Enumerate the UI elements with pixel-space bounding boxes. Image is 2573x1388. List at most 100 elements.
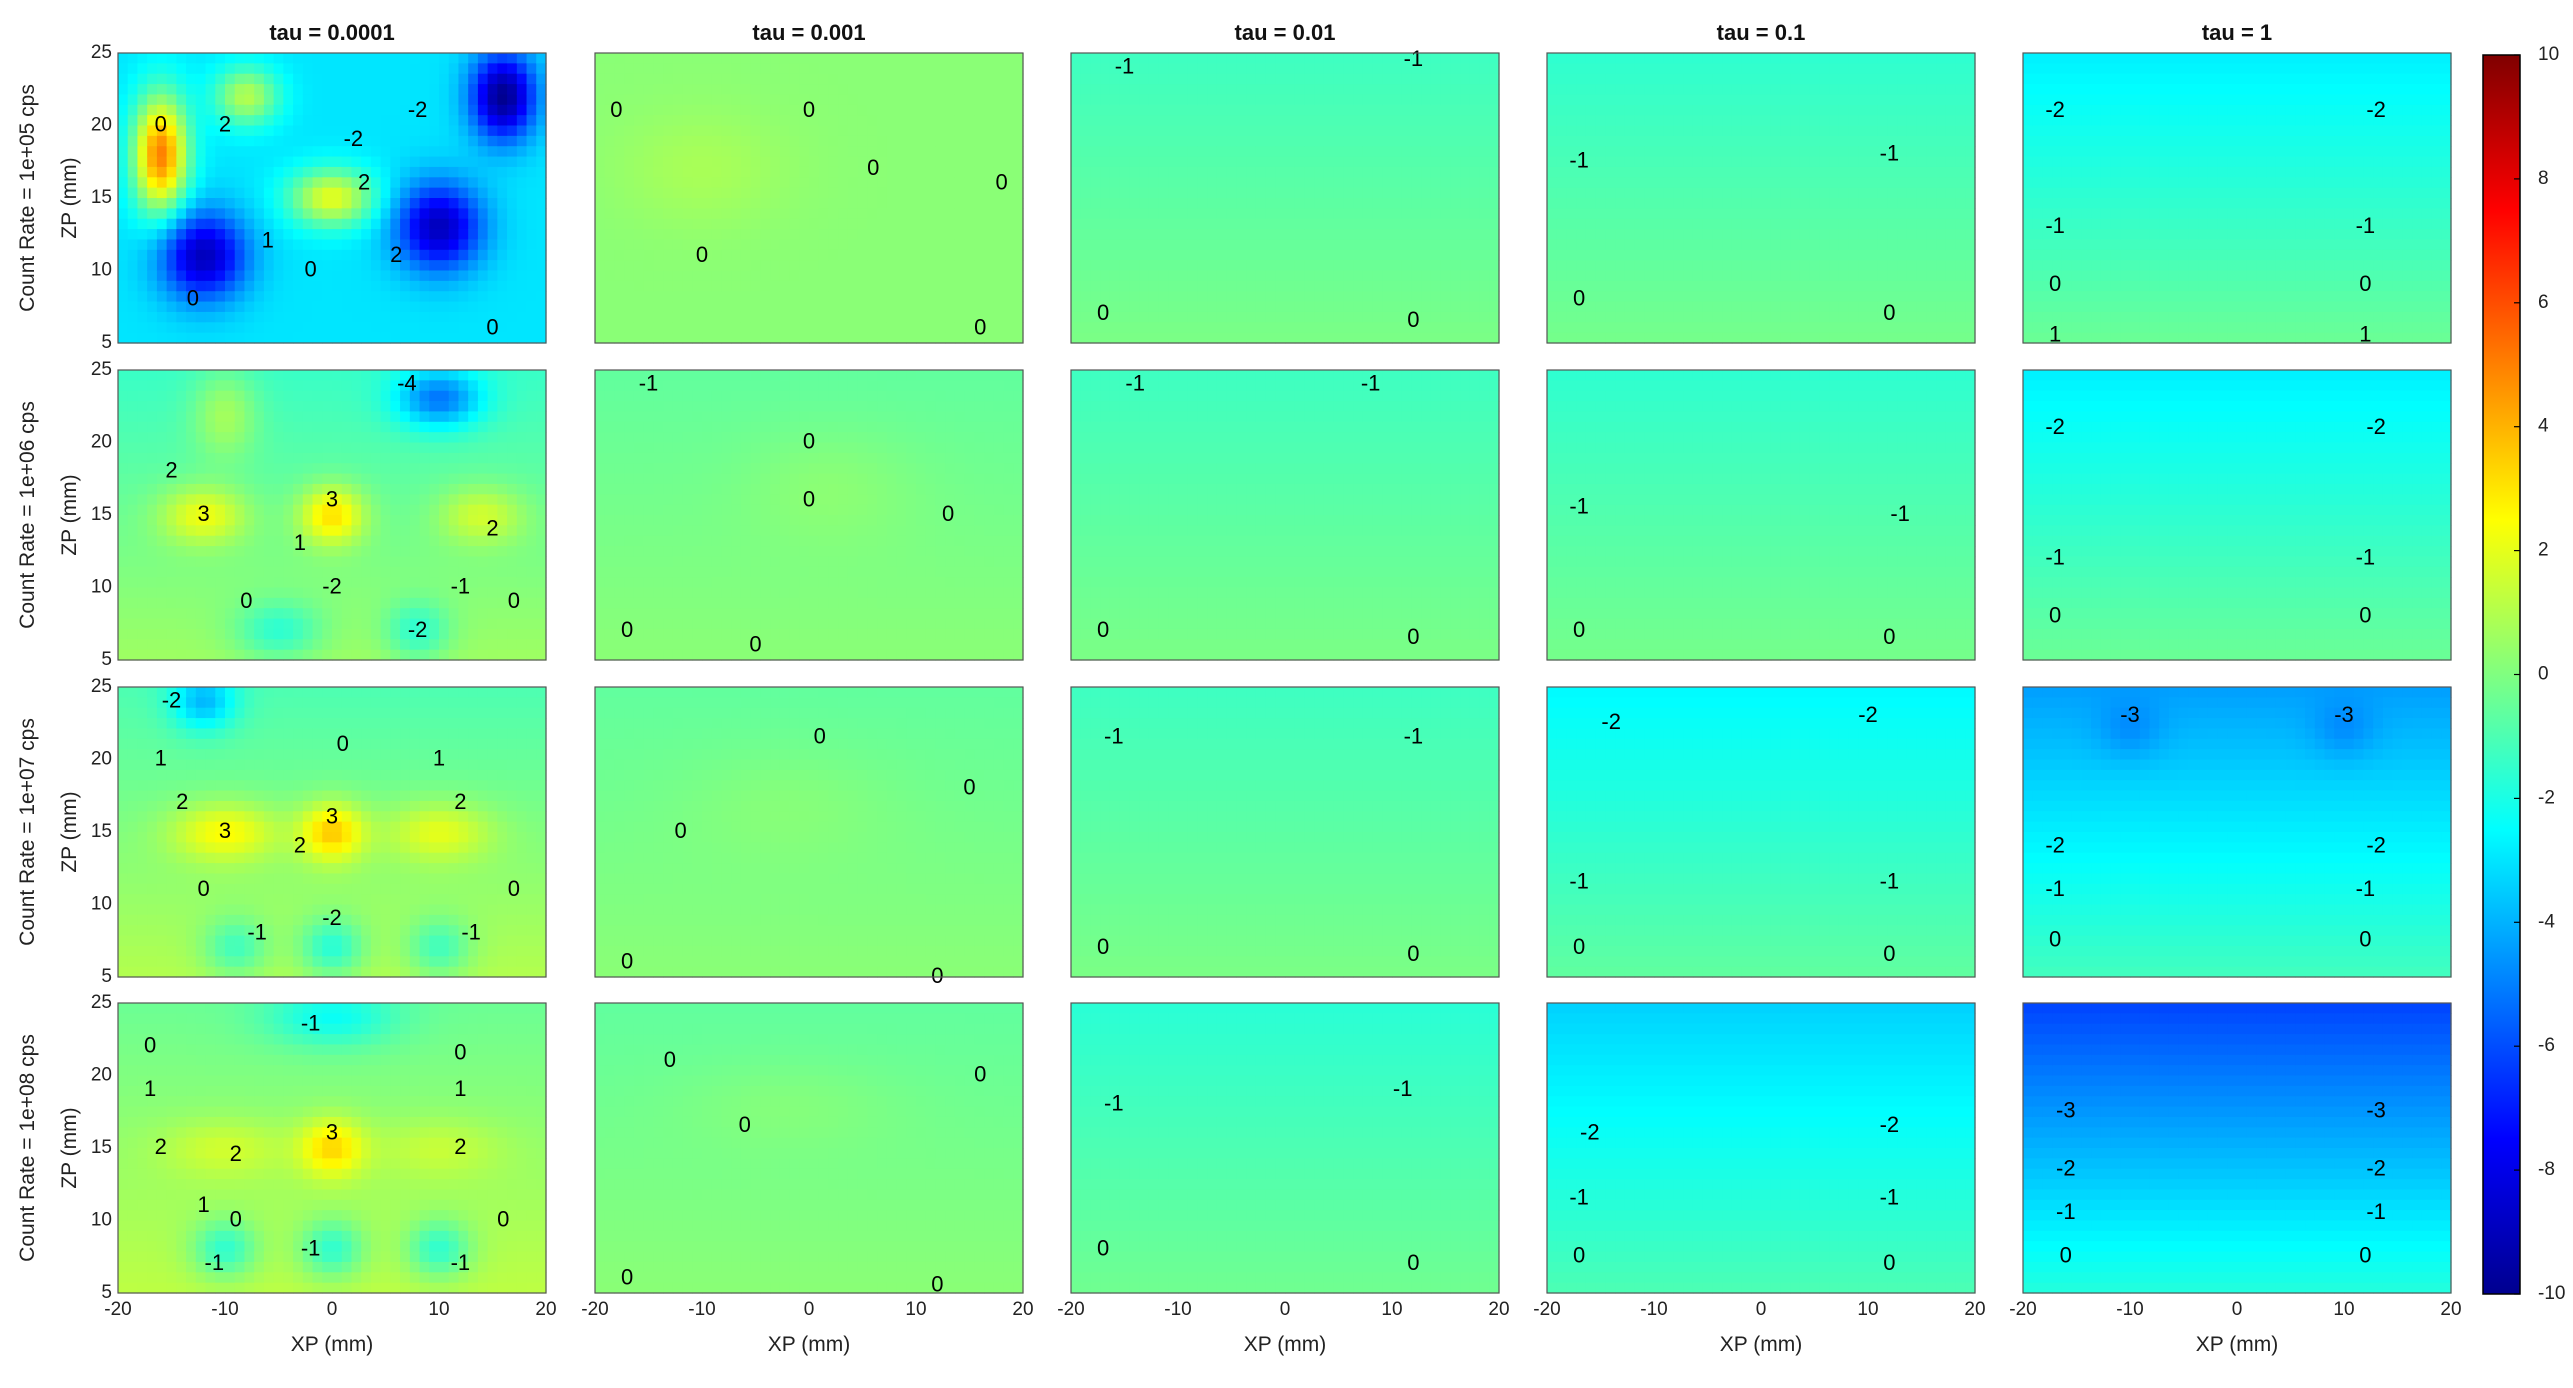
heatmap-cell	[283, 291, 293, 302]
heatmap-cell	[1480, 105, 1490, 116]
heatmap-cell	[381, 219, 391, 230]
heatmap-cell	[1188, 229, 1198, 240]
heatmap-cell	[653, 188, 663, 199]
heatmap-cell	[1956, 94, 1966, 105]
heatmap-cell	[1742, 94, 1752, 105]
heatmap-cell	[974, 105, 984, 116]
heatmap-cell	[1605, 126, 1615, 137]
heatmap-cell	[507, 146, 517, 157]
heatmap-cell	[215, 94, 225, 105]
heatmap-cell	[1207, 229, 1217, 240]
heatmap-cell	[313, 84, 323, 95]
heatmap-cell	[877, 136, 887, 147]
heatmap-cell	[965, 74, 975, 85]
heatmap-cell	[1683, 63, 1693, 74]
heatmap-cell	[663, 94, 673, 105]
heatmap-cell	[1139, 333, 1149, 344]
heatmap-cell	[1460, 260, 1470, 271]
heatmap-cell	[1965, 250, 1975, 261]
heatmap-cell	[1236, 146, 1246, 157]
heatmap-cell	[780, 291, 790, 302]
heatmap-cell	[790, 208, 800, 219]
heatmap-cell	[644, 94, 654, 105]
heatmap-cell	[965, 239, 975, 250]
heatmap-cell	[1304, 84, 1314, 95]
heatmap-cell	[1761, 260, 1771, 271]
heatmap-cell	[196, 84, 206, 95]
heatmap-cell	[1236, 167, 1246, 178]
heatmap-cell	[517, 126, 527, 137]
heatmap-cell	[1071, 208, 1081, 219]
heatmap-cell	[916, 126, 926, 137]
heatmap-cell	[1392, 105, 1402, 116]
heatmap-cell	[1275, 291, 1285, 302]
heatmap-cell	[1868, 198, 1878, 209]
heatmap-cell	[400, 146, 410, 157]
heatmap-cell	[1275, 177, 1285, 188]
heatmap-cell	[935, 136, 945, 147]
heatmap-cell	[965, 53, 975, 64]
heatmap-cell	[458, 271, 468, 282]
heatmap-cell	[1431, 74, 1441, 85]
heatmap-cell	[517, 219, 527, 230]
heatmap-cell	[1557, 198, 1567, 209]
heatmap-cell	[624, 250, 634, 261]
heatmap-cell	[858, 53, 868, 64]
heatmap-cell	[1907, 271, 1917, 282]
heatmap-cell	[1956, 53, 1966, 64]
heatmap-cell	[1431, 208, 1441, 219]
heatmap-cell	[721, 177, 731, 188]
heatmap-cell	[1421, 167, 1431, 178]
y-tick-label: 25	[91, 42, 112, 63]
heatmap-cell	[1586, 74, 1596, 85]
heatmap-cell	[468, 291, 478, 302]
heatmap-cell	[790, 322, 800, 333]
heatmap-cell	[1013, 84, 1023, 95]
heatmap-cell	[1450, 302, 1460, 313]
heatmap-cell	[458, 84, 468, 95]
heatmap-cell	[429, 250, 439, 261]
heatmap-cell	[1644, 229, 1654, 240]
heatmap-cell	[1275, 208, 1285, 219]
contour-label: -2	[408, 97, 428, 122]
heatmap-cell	[429, 302, 439, 313]
heatmap-cell	[1596, 115, 1606, 126]
heatmap-cell	[381, 105, 391, 116]
heatmap-cell	[1402, 136, 1412, 147]
heatmap-cell	[906, 271, 916, 282]
heatmap-cell	[1266, 198, 1276, 209]
heatmap-cell	[1227, 239, 1237, 250]
heatmap-cell	[264, 322, 274, 333]
heatmap-cell	[536, 260, 546, 271]
heatmap-cell	[1605, 198, 1615, 209]
heatmap-cell	[935, 177, 945, 188]
heatmap-cell	[244, 229, 254, 240]
heatmap-cell	[1586, 322, 1596, 333]
heatmap-cell	[400, 229, 410, 240]
heatmap-cell	[614, 136, 624, 147]
heatmap-cell	[1363, 271, 1373, 282]
heatmap-cell	[1605, 53, 1615, 64]
heatmap-cell	[1411, 333, 1421, 344]
heatmap-cell	[1489, 167, 1499, 178]
heatmap-cell	[1965, 63, 1975, 74]
heatmap-cell	[1168, 260, 1178, 271]
heatmap-cell	[634, 260, 644, 271]
heatmap-cell	[916, 167, 926, 178]
heatmap-cell	[1849, 177, 1859, 188]
heatmap-cell	[118, 208, 128, 219]
heatmap-cell	[935, 53, 945, 64]
heatmap-cell	[254, 177, 264, 188]
heatmap-cell	[1868, 84, 1878, 95]
heatmap-cell	[1256, 188, 1266, 199]
heatmap-cell	[342, 281, 352, 292]
heatmap-cell	[1917, 188, 1927, 199]
heatmap-cell	[955, 219, 965, 230]
heatmap-cell	[595, 198, 605, 209]
heatmap-cell	[1887, 105, 1897, 116]
heatmap-cell	[157, 146, 167, 157]
heatmap-cell	[1266, 312, 1276, 323]
heatmap-cell	[527, 84, 537, 95]
heatmap-cell	[1295, 146, 1305, 157]
heatmap-cell	[1907, 322, 1917, 333]
